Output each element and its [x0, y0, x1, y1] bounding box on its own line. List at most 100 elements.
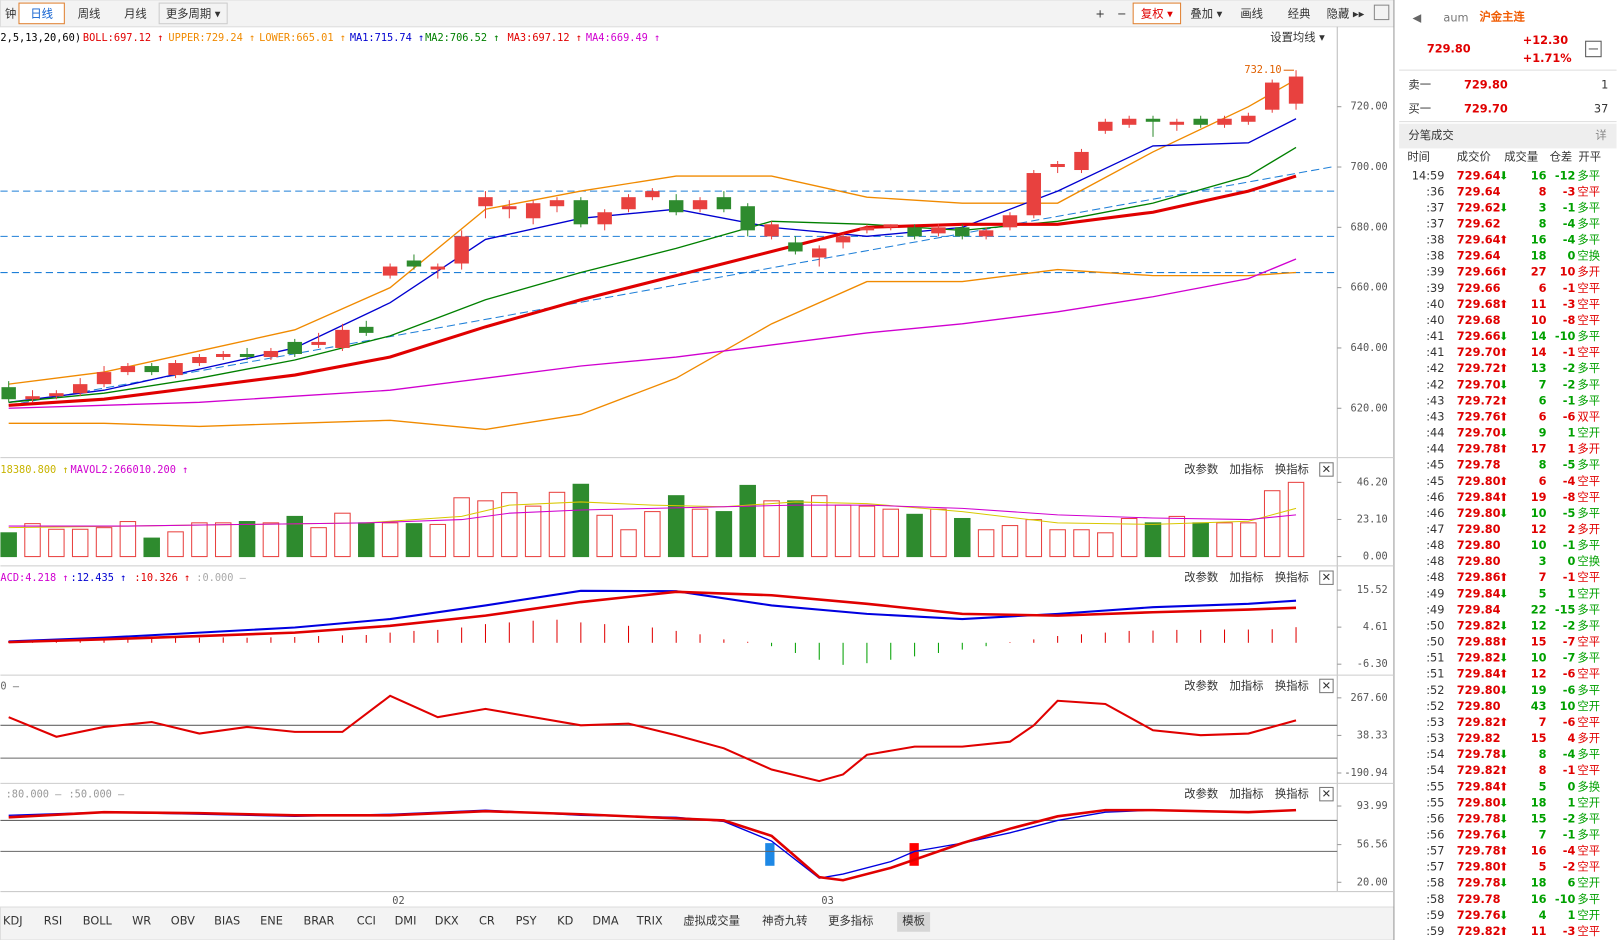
indicator-tab[interactable]: 虚拟成交量 [683, 913, 740, 927]
close-box[interactable] [1319, 786, 1334, 802]
indicator-tab[interactable]: RSI [44, 913, 62, 927]
indicator-tab[interactable]: DMI [395, 913, 417, 927]
panel-button[interactable]: 改参数 [1184, 787, 1218, 801]
fullscreen-icon[interactable] [1373, 4, 1390, 21]
period-tab[interactable]: 日线 [30, 6, 53, 20]
trade-time: :54 [1426, 763, 1444, 777]
volume-bar [167, 531, 184, 558]
collapse-icon[interactable] [1585, 40, 1602, 58]
panel-button[interactable]: 换指标 [1275, 678, 1309, 692]
indicator-line [8, 504, 1297, 527]
candle-body [549, 200, 565, 207]
trade-arrow: ⬆ [1499, 297, 1509, 311]
indicator-line [8, 268, 1297, 431]
indicator-line [8, 78, 1297, 385]
panel-button[interactable]: 改参数 [1184, 678, 1218, 692]
indicator-label: 18380.800 ↑ [0, 464, 68, 476]
tool-box[interactable] [1132, 2, 1182, 25]
indicator-line [8, 694, 1297, 783]
candle-body [72, 384, 88, 394]
candle-body [931, 227, 946, 234]
indicator-tab[interactable]: CR [479, 913, 495, 927]
panel-button[interactable]: 加指标 [1230, 787, 1264, 801]
panel-button[interactable]: 换指标 [1275, 462, 1309, 476]
indicator-tab[interactable]: BIAS [214, 913, 240, 927]
indicator-tab[interactable]: ENE [260, 913, 283, 927]
detail-button[interactable]: 详 [1595, 128, 1606, 142]
panel-button[interactable]: 加指标 [1230, 570, 1264, 584]
y-tick-label: 4.61 [1363, 621, 1388, 633]
panel-button[interactable]: 加指标 [1230, 462, 1264, 476]
trade-type: 空开 [1577, 699, 1600, 713]
period-tab[interactable]: 月线 [124, 6, 147, 20]
trade-volume: 27 [1531, 265, 1547, 279]
trade-type: 空平 [1577, 844, 1600, 858]
indicator-tab[interactable]: 更多指标 [828, 913, 873, 927]
indicator-tab[interactable]: TRIX [636, 913, 663, 927]
close-button[interactable]: ✕ [1322, 570, 1332, 584]
indicator-tab[interactable]: BRAR [304, 913, 335, 927]
column-header: 开平 [1578, 150, 1601, 164]
period-tab[interactable]: 周线 [78, 6, 101, 20]
tool-button[interactable]: − [1117, 6, 1127, 20]
indicator-label: MA1:715.74 ↑ [350, 32, 424, 44]
price-change-pct: +1.71% [1523, 51, 1572, 65]
panel-button[interactable]: 加指标 [1230, 678, 1264, 692]
trade-oi-change: -3 [1563, 924, 1576, 938]
indicator-tab[interactable]: WR [132, 913, 151, 927]
indicator-tab[interactable]: 神奇九转 [762, 913, 807, 927]
y-tick-label: 56.56 [1357, 839, 1388, 851]
back-button[interactable]: ◀ [1412, 11, 1421, 25]
trade-price: 729.80 [1457, 795, 1501, 809]
indicator-tab[interactable]: KD [557, 913, 573, 927]
panel-button[interactable]: 改参数 [1184, 462, 1218, 476]
tool-button[interactable]: 复权 ▾ [1141, 6, 1173, 20]
candle-body [359, 326, 374, 333]
y-tick-label: 660.00 [1351, 282, 1388, 294]
tool-button[interactable]: 叠加 ▾ [1190, 6, 1222, 20]
trade-time: :36 [1426, 184, 1444, 198]
close-button[interactable]: ✕ [1322, 787, 1332, 801]
indicator-tab[interactable]: DMA [592, 913, 618, 927]
panel-button[interactable]: 换指标 [1275, 787, 1309, 801]
tab-box[interactable] [158, 2, 228, 25]
indicator-tab[interactable]: CCI [357, 913, 376, 927]
close-box[interactable] [1319, 462, 1334, 477]
trade-type: 多平 [1577, 811, 1600, 825]
close-button[interactable]: ✕ [1322, 462, 1332, 476]
indicator-tab[interactable]: 模板 [902, 913, 925, 927]
panel-button[interactable]: 改参数 [1184, 570, 1218, 584]
indicator-label: :10.326 ↑ [134, 572, 190, 584]
trade-arrow: ⬆ [1499, 667, 1509, 681]
trade-time: :42 [1426, 377, 1444, 391]
trade-time: :52 [1426, 699, 1444, 713]
candle-body [96, 372, 112, 385]
panel-button[interactable]: 换指标 [1275, 570, 1309, 584]
trade-arrow: ⬇ [1499, 876, 1509, 890]
ma-settings[interactable]: 设置均线 ▾ [1270, 30, 1325, 44]
tool-button[interactable]: + [1095, 6, 1105, 20]
trade-arrow: ⬆ [1499, 924, 1509, 938]
trade-time: :46 [1426, 506, 1444, 520]
period-tab[interactable]: 钟 [5, 6, 16, 20]
tool-button[interactable]: 画线 [1240, 6, 1263, 20]
close-box[interactable] [1319, 570, 1334, 585]
trade-oi-change: -3 [1563, 184, 1576, 198]
book-side: 卖一 [1408, 78, 1431, 92]
tool-button[interactable]: 隐藏 ▸▸ [1327, 6, 1365, 20]
tool-button[interactable]: 经典 [1288, 6, 1311, 20]
volume-bar [334, 512, 351, 558]
indicator-tab[interactable]: BOLL [83, 913, 113, 927]
close-box[interactable] [1319, 678, 1334, 694]
indicator-tab[interactable]: PSY [516, 913, 537, 927]
trade-time: :41 [1426, 329, 1444, 343]
trade-volume: 10 [1531, 313, 1547, 327]
close-button[interactable]: ✕ [1322, 678, 1332, 692]
period-tab[interactable]: 更多周期 ▾ [166, 6, 221, 20]
tab-box[interactable] [18, 2, 65, 25]
indicator-tab[interactable]: OBV [171, 913, 195, 927]
x-tick-label: 03 [821, 895, 833, 907]
trade-type: 空平 [1577, 763, 1600, 777]
indicator-tab[interactable]: DKX [435, 913, 459, 927]
indicator-tab[interactable]: KDJ [3, 913, 23, 927]
